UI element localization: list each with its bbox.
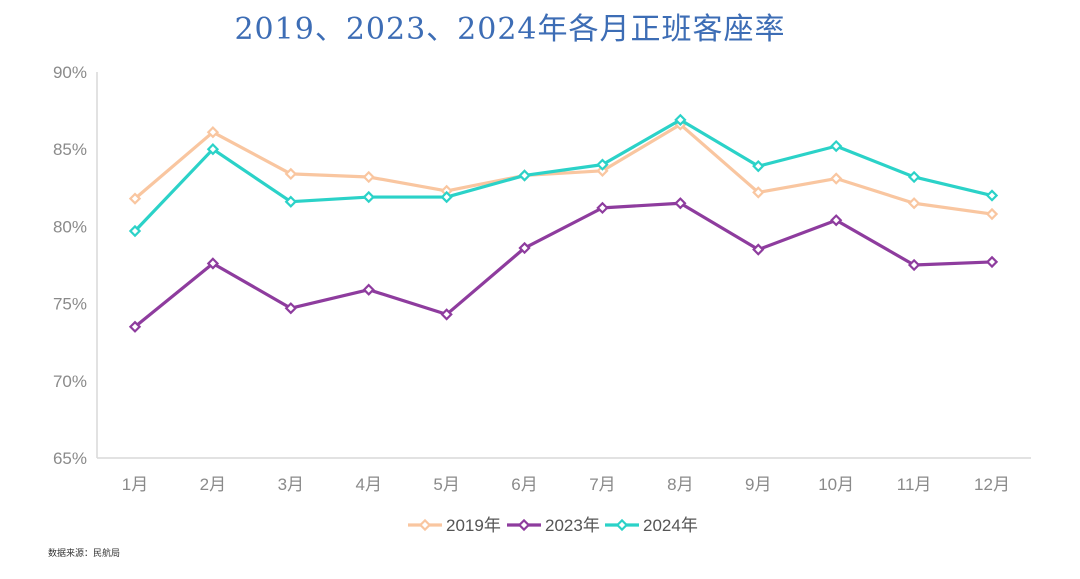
data-point-marker <box>284 195 297 208</box>
y-tick-label: 65% <box>53 449 87 468</box>
legend-label: 2024年 <box>643 516 698 535</box>
data-point-marker <box>752 160 765 173</box>
x-tick-label: 10月 <box>818 475 854 494</box>
x-tick-label: 3月 <box>278 475 304 494</box>
data-point-marker <box>440 190 453 204</box>
data-point-marker <box>907 197 921 210</box>
series-2 <box>128 113 999 238</box>
data-point-marker <box>752 243 765 256</box>
legend-label: 2023年 <box>545 516 600 535</box>
series-layer <box>128 113 999 333</box>
x-tick-label: 1月 <box>122 475 148 494</box>
data-point-marker <box>596 201 609 215</box>
data-point-marker <box>674 197 687 210</box>
x-tick-label: 5月 <box>433 475 459 494</box>
series-1 <box>128 197 999 333</box>
data-point-marker <box>596 164 609 177</box>
data-point-marker <box>830 214 843 227</box>
data-point-marker <box>518 169 531 182</box>
data-point-marker <box>596 158 609 171</box>
data-point-marker <box>128 320 142 333</box>
data-point-marker <box>674 113 687 127</box>
data-point-marker <box>518 241 531 255</box>
series-line <box>133 201 994 329</box>
y-tick-label: 70% <box>53 372 87 391</box>
legend-item: 2019年 <box>408 516 501 535</box>
series-line <box>133 122 994 216</box>
y-tick-label: 80% <box>53 217 87 236</box>
x-tick-label: 2月 <box>200 475 226 494</box>
legend-item: 2024年 <box>605 516 698 535</box>
source-note: 数据来源：民航局 <box>48 549 121 559</box>
chart-title: 2019、2023、2024年各月正班客座率 <box>234 12 786 47</box>
legend-marker <box>615 518 629 532</box>
y-tick-label: 90% <box>53 63 87 82</box>
x-tick-label: 4月 <box>355 475 381 494</box>
y-tick-label: 75% <box>53 295 87 314</box>
data-point-marker <box>206 257 220 270</box>
x-tick-label: 11月 <box>897 475 932 494</box>
data-point-marker <box>985 189 999 202</box>
data-point-marker <box>128 192 142 205</box>
data-point-marker <box>206 143 220 156</box>
y-tick-label: 85% <box>53 140 87 159</box>
series-line <box>133 118 994 233</box>
data-point-marker <box>362 283 375 296</box>
data-point-marker <box>284 302 297 315</box>
data-point-marker <box>362 170 375 184</box>
data-point-marker <box>752 186 765 199</box>
data-point-marker <box>830 139 843 153</box>
legend-marker <box>517 518 531 532</box>
data-point-marker <box>284 167 297 181</box>
data-point-marker <box>128 224 142 238</box>
legend-item: 2023年 <box>507 516 600 535</box>
x-tick-label: 6月 <box>511 475 537 494</box>
data-point-marker <box>206 126 220 139</box>
legend-label: 2019年 <box>446 516 501 535</box>
x-tick-label: 9月 <box>745 475 771 494</box>
data-point-marker <box>440 308 453 321</box>
chart-axes: 65% 70% 75% 80% 85% 90% 1月 2月 3月 4月 5月 6月 7月 8月 9月 10月 1… <box>53 63 1031 494</box>
data-point-marker <box>907 258 921 272</box>
data-point-marker <box>985 255 999 269</box>
data-point-marker <box>985 207 999 221</box>
data-point-marker <box>830 172 843 185</box>
legend-marker <box>418 518 432 532</box>
data-point-marker <box>907 170 921 184</box>
x-tick-label: 7月 <box>589 475 615 494</box>
x-tick-label: 8月 <box>667 475 693 494</box>
chart-legend: 2019年 2023年 2024年 <box>408 516 698 535</box>
x-tick-label: 12月 <box>974 475 1010 494</box>
data-point-marker <box>362 190 375 204</box>
